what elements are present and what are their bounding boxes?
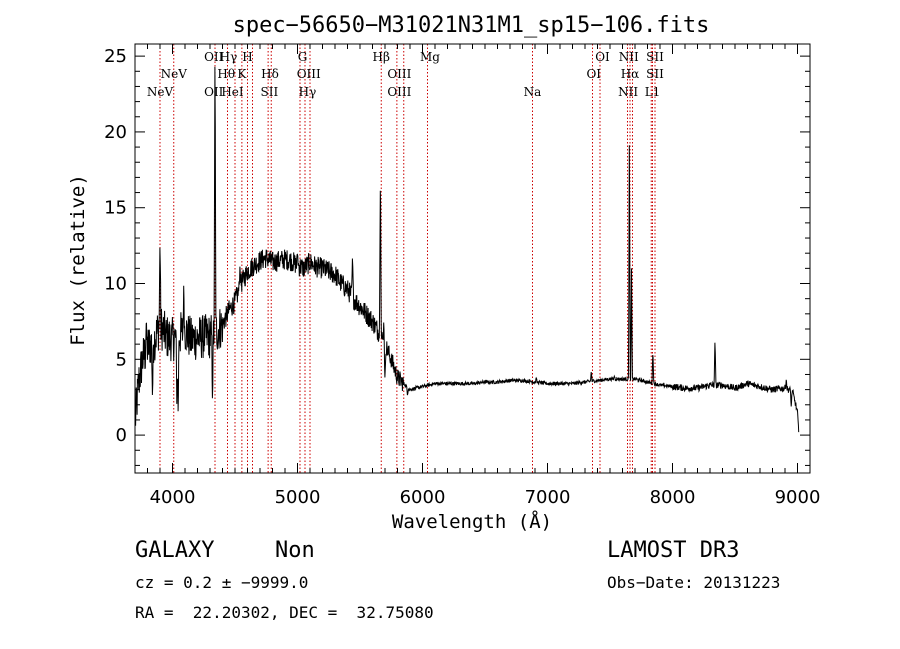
x-tick-label: 6000 (400, 487, 446, 508)
line-label: Hβ (373, 50, 390, 64)
line-label: Mg (420, 50, 440, 64)
x-tick-label: 8000 (650, 487, 696, 508)
y-tick-label: 5 (116, 349, 127, 370)
line-label: HeI (221, 85, 244, 99)
line-label: SII (261, 85, 279, 99)
line-label: OIII (387, 85, 411, 99)
x-tick-label: 4000 (150, 487, 196, 508)
line-label: Na (524, 85, 542, 99)
line-label: Hγ (220, 50, 238, 64)
object-subclass: Non (275, 538, 315, 563)
y-tick-label: 15 (104, 198, 127, 219)
object-class: GALAXY (135, 538, 215, 563)
line-label: Hα (621, 67, 640, 81)
y-tick-label: 10 (104, 274, 127, 295)
x-axis-ticks: 4000 5000 6000 7000 8000 9000 (134, 44, 821, 508)
line-label: Hγ (299, 85, 317, 99)
line-label: OII (204, 50, 224, 64)
x-tick-label: 5000 (275, 487, 321, 508)
line-label: L1 (645, 85, 661, 99)
line-label: Hθ (217, 67, 235, 81)
line-label: OI (595, 50, 610, 64)
line-label: OII (204, 85, 224, 99)
y-tick-label: 25 (104, 46, 127, 67)
y-axis-label: Flux (relative) (67, 174, 89, 346)
x-tick-label: 7000 (525, 487, 571, 508)
y-tick-label: 20 (104, 122, 127, 143)
y-tick-label: 0 (116, 425, 127, 446)
survey-name: LAMOST DR3 (607, 538, 740, 563)
emission-line-markers (159, 44, 656, 473)
line-label: NII (619, 50, 639, 64)
redshift-text: cz = 0.2 ± −9999.0 (135, 573, 309, 592)
chart-title: spec−56650−M31021N31M1_sp15−106.fits (233, 13, 710, 38)
y-axis-ticks: 0 5 10 15 20 25 (104, 46, 810, 466)
line-label: OI (586, 67, 601, 81)
line-label: G (298, 50, 308, 64)
plot-frame (134, 43, 811, 474)
obs-date: Obs−Date: 20131223 (607, 573, 781, 592)
line-label: H (242, 50, 252, 64)
line-label: SII (646, 67, 664, 81)
line-label: OIII (297, 67, 321, 81)
line-label: SII (646, 50, 664, 64)
line-label: NII (618, 85, 638, 99)
line-label: OIII (387, 67, 411, 81)
x-tick-label: 9000 (775, 487, 821, 508)
spectrum-line (134, 66, 800, 433)
line-label: NeV (161, 67, 188, 81)
line-label: K (237, 67, 247, 81)
x-axis-label: Wavelength (Å) (392, 510, 552, 533)
coordinates: RA = 22.20302, DEC = 32.75080 (135, 603, 434, 622)
line-label: NeV (147, 85, 174, 99)
line-label: Hδ (261, 67, 279, 81)
